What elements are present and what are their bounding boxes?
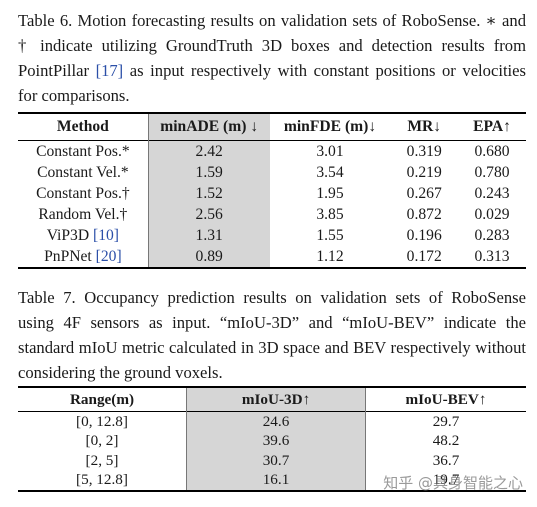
- method-citation[interactable]: [10]: [93, 227, 119, 244]
- table-row: Constant Pos.† 1.52 1.95 0.267 0.243: [18, 183, 526, 204]
- minfde-cell: 1.95: [316, 185, 344, 202]
- method-cell: ViP3D [10]: [18, 225, 149, 246]
- table7-header-row: Range(m) mIoU-3D↑ mIoU-BEV↑: [18, 387, 526, 412]
- method-cell: Constant Pos.*: [18, 140, 149, 162]
- table-row: Random Vel.† 2.56 3.85 0.872 0.029: [18, 204, 526, 225]
- table6-header-method: Method: [18, 113, 149, 141]
- mr-cell: 0.319: [406, 143, 442, 160]
- table7: Range(m) mIoU-3D↑ mIoU-BEV↑ [0, 12.8] 24…: [18, 386, 526, 492]
- table6-caption-text-end: as input respectively with constant posi…: [18, 61, 526, 105]
- table6-caption-text: Motion forecasting results on validation…: [18, 11, 526, 80]
- miou3d-cell: 30.7: [186, 451, 366, 471]
- mr-cell: 0.196: [406, 227, 442, 244]
- miou3d-cell: 24.6: [186, 411, 366, 432]
- range-cell: [0, 12.8]: [18, 411, 187, 432]
- table6-caption-citation[interactable]: [17]: [95, 61, 124, 80]
- range-cell: [2, 5]: [18, 451, 187, 471]
- watermark: 知乎 @具身智能之心: [383, 474, 523, 492]
- table-row: [5, 12.8] 16.1 19.7: [18, 470, 526, 491]
- table-row: [2, 5] 30.7 36.7: [18, 451, 526, 471]
- epa-cell: 0.780: [474, 164, 510, 181]
- mioubev-cell: 29.7: [432, 412, 460, 430]
- table7-header-miou3d: mIoU-3D↑: [186, 387, 366, 412]
- table-row: Constant Pos.* 2.42 3.01 0.319 0.680: [18, 140, 526, 162]
- minade-cell: 2.42: [148, 140, 270, 162]
- table6-header-minfde: minFDE (m)↓: [283, 118, 377, 135]
- minfde-cell: 3.01: [316, 143, 344, 160]
- miou3d-cell: 16.1: [186, 470, 366, 491]
- method-cell: Constant Vel.*: [18, 162, 149, 183]
- table-row: [0, 2] 39.6 48.2: [18, 431, 526, 451]
- minfde-cell: 3.85: [316, 206, 344, 223]
- method-name: PnPNet: [44, 248, 96, 265]
- epa-cell: 0.243: [474, 185, 510, 202]
- epa-cell: 0.313: [474, 248, 510, 265]
- minfde-cell: 3.54: [316, 164, 344, 181]
- mioubev-cell: 36.7: [432, 451, 460, 469]
- range-cell: [5, 12.8]: [18, 470, 187, 491]
- table-row: PnPNet [20] 0.89 1.12 0.172 0.313: [18, 246, 526, 268]
- minade-cell: 1.52: [148, 183, 270, 204]
- table6-header-epa: EPA↑: [473, 118, 511, 135]
- method-cell: PnPNet [20]: [18, 246, 149, 268]
- method-cell: Random Vel.†: [18, 204, 149, 225]
- mr-cell: 0.172: [406, 248, 442, 265]
- method-citation[interactable]: [20]: [95, 248, 122, 265]
- mioubev-cell: 19.7: [432, 471, 460, 489]
- minade-cell: 2.56: [148, 204, 270, 225]
- epa-cell: 0.680: [474, 143, 510, 160]
- table6: Method minADE (m) ↓ minFDE (m)↓ MR↓ EPA↑…: [18, 112, 526, 269]
- mr-cell: 0.219: [406, 164, 442, 181]
- minade-cell: 1.59: [148, 162, 270, 183]
- mr-cell: 0.872: [406, 206, 442, 223]
- table7-caption-text: Occupancy prediction results on validati…: [18, 288, 526, 382]
- table7-header-mioubev: mIoU-BEV↑: [405, 390, 487, 408]
- table7-header-range: Range(m): [18, 387, 187, 412]
- miou3d-cell: 39.6: [186, 431, 366, 451]
- minfde-cell: 1.55: [316, 227, 344, 244]
- range-cell: [0, 2]: [18, 431, 187, 451]
- table-row: ViP3D [10] 1.31 1.55 0.196 0.283: [18, 225, 526, 246]
- minade-cell: 1.31: [148, 225, 270, 246]
- table6-header-minade: minADE (m) ↓: [148, 113, 270, 141]
- table6-header-row: Method minADE (m) ↓ minFDE (m)↓ MR↓ EPA↑: [18, 113, 526, 141]
- epa-cell: 0.283: [474, 227, 510, 244]
- minfde-cell: 1.12: [316, 248, 344, 265]
- epa-cell: 0.029: [474, 206, 510, 223]
- mioubev-cell: 48.2: [432, 432, 460, 450]
- minade-cell: 0.89: [148, 246, 270, 268]
- table7-caption: Table 7. Occupancy prediction results on…: [18, 285, 526, 385]
- table7-caption-label: Table 7.: [18, 288, 76, 307]
- table6-header-mr: MR↓: [407, 118, 442, 135]
- table-row: [0, 12.8] 24.6 29.7: [18, 411, 526, 432]
- table6-caption: Table 6. Motion forecasting results on v…: [18, 8, 526, 108]
- table6-caption-label: Table 6.: [18, 11, 73, 30]
- method-cell: Constant Pos.†: [18, 183, 149, 204]
- table-row: Constant Vel.* 1.59 3.54 0.219 0.780: [18, 162, 526, 183]
- mr-cell: 0.267: [406, 185, 442, 202]
- method-name: ViP3D: [46, 227, 94, 244]
